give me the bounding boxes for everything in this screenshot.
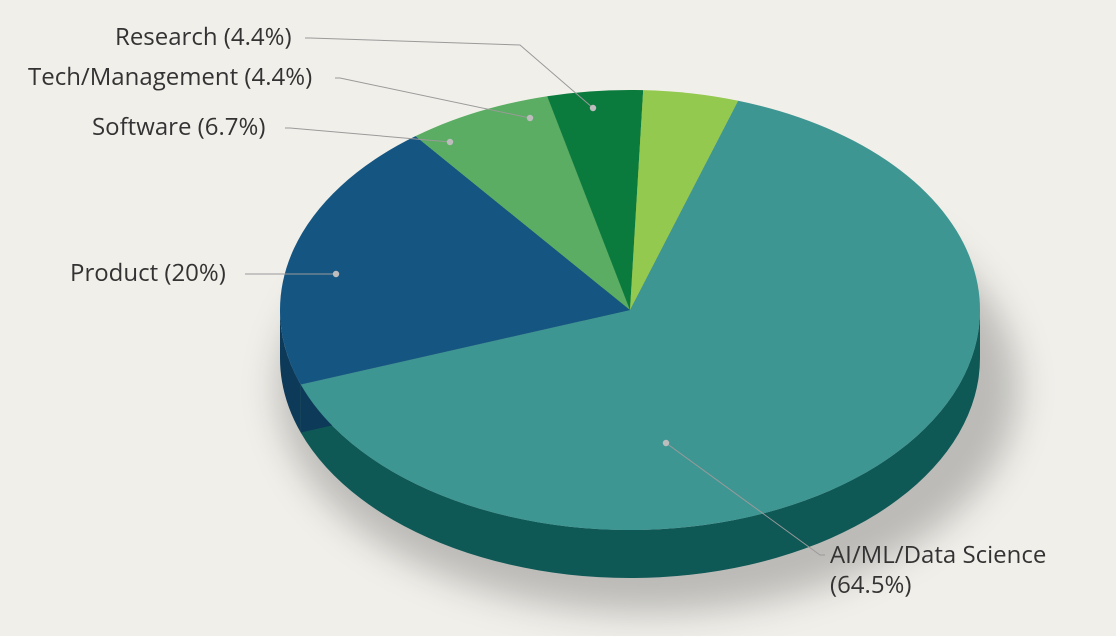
label-techmgmt-line0: Tech/Management (4.4%) — [28, 62, 312, 92]
dot-ai — [663, 440, 669, 446]
label-techmgmt: Tech/Management (4.4%) — [28, 62, 312, 92]
label-research: Research (4.4%) — [115, 22, 292, 52]
dot-research — [590, 105, 596, 111]
label-product-line0: Product (20%) — [70, 258, 226, 288]
label-ai: AI/ML/Data Science(64.5%) — [830, 540, 1046, 600]
dot-product — [333, 271, 339, 277]
dot-software — [447, 139, 453, 145]
label-software: Software (6.7%) — [92, 112, 265, 142]
label-product: Product (20%) — [70, 258, 226, 288]
label-ai-line0: AI/ML/Data Science — [830, 540, 1046, 570]
pie-tops — [280, 90, 980, 530]
dot-techmgmt — [527, 115, 533, 121]
label-software-line0: Software (6.7%) — [92, 112, 265, 142]
label-research-line0: Research (4.4%) — [115, 22, 292, 52]
pie-chart-3d: AI/ML/Data Science(64.5%) Product (20%) So… — [0, 0, 1116, 636]
label-ai-line1: (64.5%) — [830, 570, 1046, 600]
leader-techmgmt — [335, 78, 530, 118]
